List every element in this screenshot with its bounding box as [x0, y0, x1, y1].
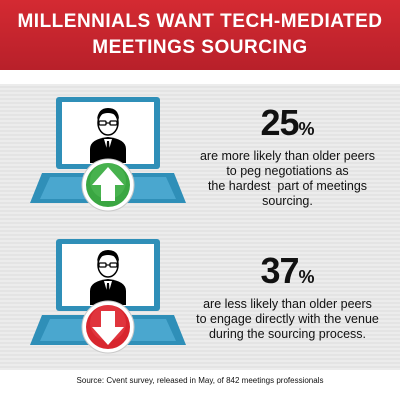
stat-description-line: the hardest part of meetings	[207, 179, 368, 193]
percent-sign: %	[298, 267, 315, 287]
down-arrow-icon	[81, 300, 135, 354]
title-line-2: MEETINGS SOURCING	[92, 37, 308, 58]
stat-description-line: are less likely than older peers	[203, 297, 372, 311]
percent-sign: %	[298, 119, 315, 139]
source-footnote: Source: Cvent survey, released in May, o…	[76, 376, 324, 385]
up-arrow-icon	[81, 158, 135, 212]
person-icon	[90, 108, 126, 163]
laptop-down-arrow-illustration	[30, 239, 186, 354]
stat-number: 37	[260, 250, 299, 291]
stat-description-line: to peg negotiations as	[226, 164, 349, 178]
stat-description-2: are less likely than older peers to enga…	[180, 297, 395, 342]
title-line-1: MILLENNIALS WANT TECH-MEDIATED	[17, 11, 383, 32]
stat-number: 25	[260, 102, 299, 143]
stat-description-line: during the sourcing process.	[208, 327, 367, 341]
stat-block-2: 37% are less likely than older peers to …	[180, 253, 395, 342]
stat-value-2: 37%	[180, 253, 395, 295]
laptop-up-arrow-illustration	[30, 97, 186, 212]
title-banner: MILLENNIALS WANT TECH-MEDIATED MEETINGS …	[0, 0, 400, 70]
person-icon	[90, 250, 126, 305]
stat-description-line: are more likely than older peers	[199, 149, 376, 163]
stat-description-line: to engage directly with the venue	[196, 312, 379, 326]
stat-description-1: are more likely than older peers to peg …	[180, 149, 395, 209]
stat-block-1: 25% are more likely than older peers to …	[180, 105, 395, 209]
stat-description-line: sourcing.	[262, 194, 313, 208]
stat-value-1: 25%	[180, 105, 395, 147]
